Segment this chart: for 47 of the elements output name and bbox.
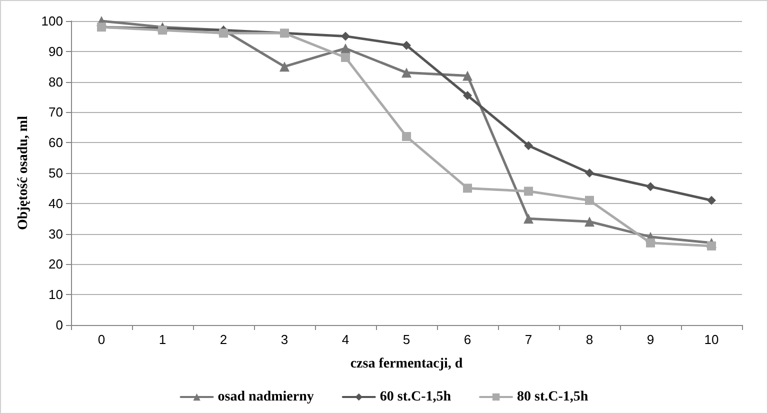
x-tick-label: 1 bbox=[158, 332, 166, 347]
point bbox=[463, 90, 472, 100]
y-tick-label: 100 bbox=[41, 14, 63, 28]
y-tick-label: 90 bbox=[48, 44, 63, 59]
legend-label: osad nadmierny bbox=[218, 390, 314, 404]
point bbox=[402, 40, 411, 50]
x-tick-label: 2 bbox=[220, 332, 228, 347]
point bbox=[463, 184, 472, 193]
y-tick-label: 50 bbox=[48, 166, 63, 180]
x-tick-label: 10 bbox=[704, 332, 719, 347]
y-tick-label: 10 bbox=[48, 287, 63, 302]
x-tick-label: 8 bbox=[586, 332, 594, 347]
x-axis-title: czsa fermentacji, d bbox=[350, 356, 463, 372]
point bbox=[402, 132, 411, 142]
x-tick-label: 0 bbox=[98, 332, 106, 347]
x-tick-label: 3 bbox=[280, 332, 288, 347]
point bbox=[219, 28, 228, 38]
point bbox=[340, 43, 350, 54]
point bbox=[341, 32, 350, 41]
point bbox=[280, 62, 290, 72]
y-tick-label: 60 bbox=[48, 135, 63, 150]
x-tick-label: 5 bbox=[402, 332, 410, 347]
y-tick-label: 80 bbox=[48, 74, 63, 90]
y-tick-label: 70 bbox=[48, 104, 63, 120]
point bbox=[341, 52, 350, 62]
x-tick-label: 9 bbox=[646, 332, 654, 347]
point bbox=[584, 216, 594, 227]
point bbox=[402, 68, 412, 78]
point bbox=[707, 196, 716, 205]
point bbox=[462, 70, 472, 81]
y-tick-label: 40 bbox=[48, 196, 63, 211]
x-tick-label: 4 bbox=[342, 332, 350, 347]
point bbox=[524, 186, 533, 196]
x-tick-label: 7 bbox=[524, 332, 532, 347]
y-tick-label: 30 bbox=[48, 226, 63, 242]
point bbox=[646, 182, 655, 192]
y-tick-label: 20 bbox=[48, 256, 63, 272]
point bbox=[646, 238, 655, 248]
legend-label: 80 st.C-1,5h bbox=[517, 390, 588, 404]
point bbox=[524, 214, 534, 224]
x-tick-label: 6 bbox=[464, 332, 472, 347]
point bbox=[585, 168, 594, 178]
y-tick-label: 0 bbox=[56, 318, 63, 332]
point bbox=[524, 141, 533, 150]
y-axis-title: Objętość osadu, ml bbox=[16, 116, 31, 230]
point bbox=[585, 196, 594, 205]
legend-label: 60 st.C-1,5h bbox=[380, 390, 452, 404]
